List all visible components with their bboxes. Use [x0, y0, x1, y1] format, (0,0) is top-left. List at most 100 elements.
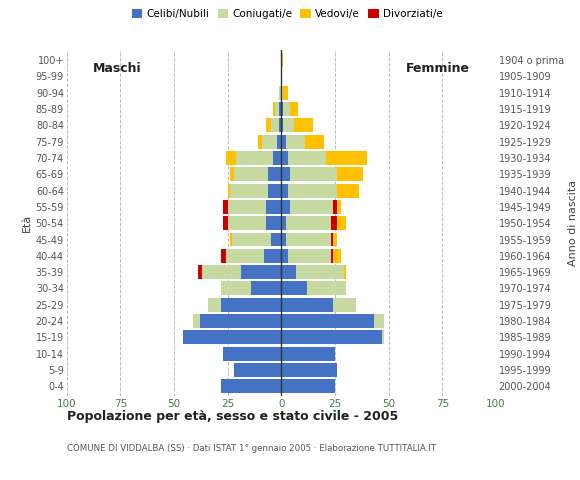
Bar [281, 86, 284, 100]
Bar [374, 314, 385, 328]
Bar [333, 298, 356, 312]
Bar [333, 233, 337, 246]
Bar [288, 151, 327, 165]
Bar [288, 249, 331, 263]
Bar [273, 102, 275, 116]
Bar [333, 200, 337, 214]
Bar [337, 184, 358, 198]
Bar [183, 330, 281, 344]
Bar [281, 330, 382, 344]
Bar [221, 249, 226, 263]
Bar [281, 135, 285, 149]
Bar [223, 200, 227, 214]
Bar [281, 102, 284, 116]
Bar [277, 135, 281, 149]
Bar [232, 233, 270, 246]
Bar [279, 102, 281, 116]
Bar [208, 298, 221, 312]
Bar [294, 119, 313, 132]
Bar [281, 379, 335, 393]
Bar [234, 168, 269, 181]
Bar [284, 102, 290, 116]
Bar [230, 184, 269, 198]
Bar [281, 281, 307, 295]
Bar [307, 281, 346, 295]
Text: Popolazione per età, sesso e stato civile - 2005: Popolazione per età, sesso e stato civil… [67, 410, 398, 423]
Bar [343, 265, 346, 279]
Bar [258, 135, 262, 149]
Bar [236, 151, 273, 165]
Bar [382, 330, 385, 344]
Bar [228, 200, 266, 214]
Bar [290, 102, 299, 116]
Bar [288, 184, 337, 198]
Bar [223, 347, 281, 360]
Bar [281, 151, 288, 165]
Bar [241, 265, 281, 279]
Bar [275, 102, 279, 116]
Bar [331, 216, 337, 230]
Bar [327, 151, 367, 165]
Bar [234, 363, 281, 377]
Bar [221, 379, 281, 393]
Bar [262, 135, 277, 149]
Bar [230, 168, 234, 181]
Bar [228, 184, 230, 198]
Bar [266, 119, 270, 132]
Bar [281, 200, 290, 214]
Bar [273, 151, 281, 165]
Legend: Celibi/Nubili, Coniugati/e, Vedovi/e, Divorziati/e: Celibi/Nubili, Coniugati/e, Vedovi/e, Di… [128, 5, 447, 24]
Bar [226, 151, 236, 165]
Text: Femmine: Femmine [406, 62, 470, 75]
Text: COMUNE DI VIDDALBA (SS) · Dati ISTAT 1° gennaio 2005 · Elaborazione TUTTITALIA.I: COMUNE DI VIDDALBA (SS) · Dati ISTAT 1° … [67, 444, 436, 453]
Y-axis label: Età: Età [21, 214, 31, 232]
Bar [269, 168, 281, 181]
Bar [230, 233, 232, 246]
Bar [266, 200, 281, 214]
Bar [281, 233, 285, 246]
Bar [281, 249, 288, 263]
Bar [202, 265, 241, 279]
Bar [281, 168, 290, 181]
Bar [281, 298, 333, 312]
Bar [305, 135, 324, 149]
Bar [279, 86, 281, 100]
Bar [279, 119, 281, 132]
Bar [290, 168, 337, 181]
Bar [226, 249, 264, 263]
Bar [285, 233, 331, 246]
Bar [281, 53, 284, 67]
Bar [331, 233, 333, 246]
Bar [269, 184, 281, 198]
Bar [331, 249, 333, 263]
Bar [290, 200, 333, 214]
Bar [228, 216, 266, 230]
Bar [296, 265, 343, 279]
Bar [337, 168, 363, 181]
Bar [285, 135, 305, 149]
Bar [337, 216, 346, 230]
Bar [266, 216, 281, 230]
Bar [221, 298, 281, 312]
Bar [337, 200, 342, 214]
Bar [193, 314, 200, 328]
Bar [281, 184, 288, 198]
Bar [284, 119, 294, 132]
Bar [281, 347, 335, 360]
Bar [281, 265, 296, 279]
Bar [270, 233, 281, 246]
Bar [281, 363, 337, 377]
Bar [200, 314, 281, 328]
Bar [264, 249, 281, 263]
Bar [270, 119, 279, 132]
Bar [251, 281, 281, 295]
Bar [284, 86, 288, 100]
Y-axis label: Anno di nascita: Anno di nascita [568, 180, 578, 266]
Bar [281, 216, 285, 230]
Text: Maschi: Maschi [92, 62, 141, 75]
Bar [281, 314, 374, 328]
Bar [221, 281, 251, 295]
Bar [198, 265, 202, 279]
Bar [333, 249, 342, 263]
Bar [285, 216, 331, 230]
